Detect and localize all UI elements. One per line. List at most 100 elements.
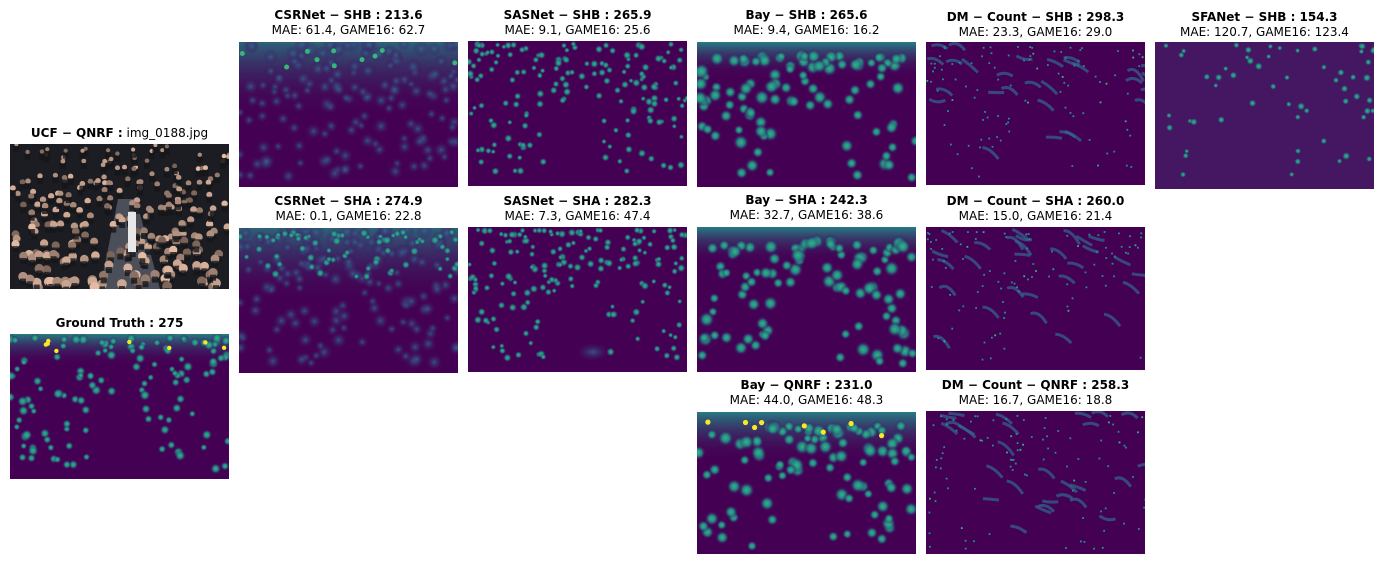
person-body [173, 236, 180, 242]
density-stroke [1037, 503, 1056, 513]
density-blob [329, 331, 348, 350]
density-blob [1267, 43, 1274, 50]
density-blob [488, 65, 496, 74]
density-blob [506, 248, 515, 257]
person-body [193, 254, 200, 260]
density-blob [355, 119, 367, 132]
density-blob [425, 107, 438, 121]
density-blob [388, 267, 396, 274]
density-point [951, 327, 954, 330]
density-blob [448, 42, 458, 52]
panel-metrics: MAE: 9.1, GAME16: 25.6 [504, 23, 651, 37]
density-blob [427, 42, 442, 57]
density-blob [591, 235, 600, 243]
density-blob [171, 377, 181, 387]
density-blob [883, 513, 895, 525]
density-blob [428, 280, 446, 298]
person-body [137, 183, 144, 190]
density-blob [468, 261, 473, 268]
density-point [976, 89, 979, 91]
person-body [221, 205, 228, 212]
density-blob [738, 481, 755, 499]
density-blob [659, 161, 668, 170]
density-blob [558, 96, 567, 105]
person-head [221, 153, 227, 159]
person-head [164, 144, 169, 149]
density-point [1137, 246, 1139, 249]
density-point [1082, 112, 1085, 115]
person-body [139, 258, 146, 265]
density-blob [893, 286, 908, 301]
density-point [983, 341, 986, 344]
density-stroke [935, 87, 954, 97]
density-blob [723, 85, 737, 99]
density-point [1111, 262, 1114, 265]
density-blob [477, 239, 486, 248]
density-blob [1179, 171, 1187, 178]
density-point [1141, 56, 1144, 59]
density-point [991, 336, 993, 339]
density-point [982, 46, 985, 49]
density-stroke [1075, 234, 1093, 247]
density-blob [391, 276, 406, 291]
density-blob [535, 99, 545, 109]
density-blob [628, 77, 634, 84]
person-head [41, 202, 49, 210]
density-blob [384, 59, 397, 72]
density-blob [764, 167, 776, 178]
person-body [149, 175, 155, 182]
density-blob [305, 357, 317, 369]
density-point [956, 153, 959, 156]
density-blob [70, 334, 82, 346]
density-blob [616, 264, 623, 272]
density-blob [1294, 113, 1302, 121]
density-stroke [1069, 497, 1088, 509]
density-blob [551, 287, 558, 294]
density-blob [1288, 171, 1295, 178]
density-blob [683, 94, 687, 102]
density-blob [477, 307, 487, 317]
density-map [697, 412, 916, 554]
person-body [164, 288, 171, 289]
density-blob [247, 302, 264, 319]
person-body [52, 212, 59, 218]
density-blob [276, 111, 291, 126]
density-stroke [1087, 234, 1105, 242]
density-blob [672, 334, 679, 341]
density-stroke [1103, 312, 1122, 328]
density-blob [362, 272, 371, 281]
density-blob [758, 329, 772, 342]
density-stroke [928, 97, 946, 104]
density-blob [762, 295, 779, 312]
person-body [37, 178, 43, 184]
density-blob [705, 241, 720, 255]
person-head [147, 207, 155, 215]
density-blob [886, 321, 903, 338]
density-blob [109, 336, 118, 346]
density-point [1016, 415, 1019, 417]
panel-title: Bay − SHB : 265.6 [745, 8, 868, 22]
density-blob [1358, 48, 1365, 55]
density-blob [624, 262, 633, 271]
person-head [86, 212, 94, 220]
density-stroke [1120, 411, 1139, 420]
density-point [1073, 479, 1076, 482]
density-blob [354, 160, 367, 172]
person-head [76, 207, 83, 214]
density-blob [475, 227, 482, 234]
density-blob [538, 283, 547, 292]
person-body [29, 260, 36, 266]
density-blob [596, 264, 606, 273]
density-blob [620, 68, 628, 76]
person-body [174, 265, 181, 272]
density-blob [1182, 152, 1190, 160]
density-point [1132, 476, 1134, 478]
peak [43, 342, 49, 347]
density-blob [512, 279, 518, 286]
density-blob [765, 422, 780, 436]
density-blob [783, 275, 798, 289]
person-head [63, 148, 68, 153]
density-blob [436, 265, 444, 273]
density-blob [572, 262, 583, 272]
panel-metrics: MAE: 16.7, GAME16: 18.8 [958, 393, 1113, 407]
